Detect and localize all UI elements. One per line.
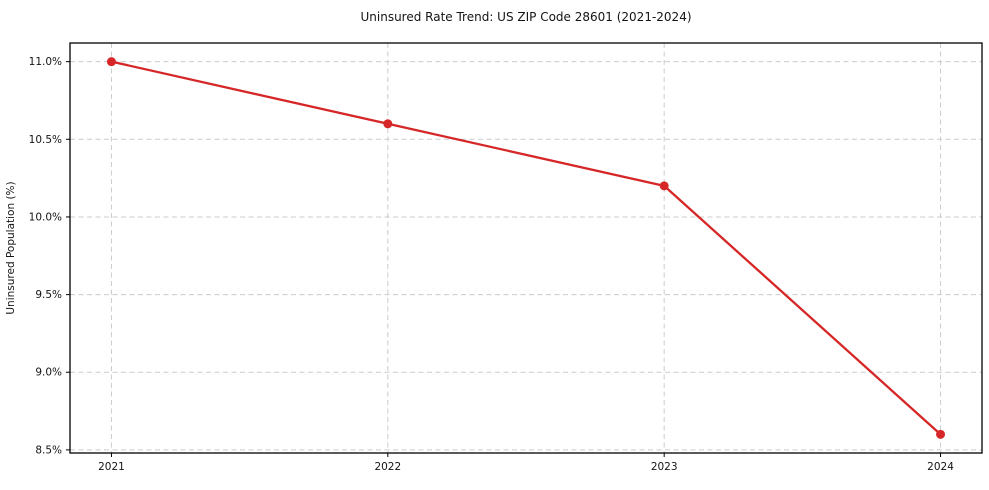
- y-tick-label: 8.5%: [35, 444, 62, 456]
- x-tick-label: 2021: [98, 461, 125, 473]
- plot-area-layers: 8.5% 9.0% 9.5% 10.0% 10.5% 11.0% 2021 2022 2023 2…: [29, 42, 983, 473]
- plot-border: [69, 42, 983, 454]
- series-line: [110, 60, 942, 436]
- y-axis-label: Uninsured Population (%): [5, 181, 17, 314]
- plot-background: [70, 43, 982, 453]
- y-tick-label: 11.0%: [29, 56, 62, 68]
- data-point-marker: [106, 57, 116, 67]
- data-point-marker: [659, 181, 669, 191]
- data-point-marker: [936, 429, 946, 439]
- data-point-marker: [383, 119, 393, 129]
- y-tick-label: 10.0%: [29, 211, 62, 223]
- y-tick-label: 9.0%: [35, 367, 62, 379]
- chart-title: Uninsured Rate Trend: US ZIP Code 28601 …: [360, 10, 691, 24]
- x-tick-label: 2024: [927, 461, 954, 473]
- x-tick-label: 2023: [651, 461, 678, 473]
- y-tick-label: 10.5%: [29, 134, 62, 146]
- x-tick-label: 2022: [374, 461, 401, 473]
- y-tick-label: 9.5%: [35, 289, 62, 301]
